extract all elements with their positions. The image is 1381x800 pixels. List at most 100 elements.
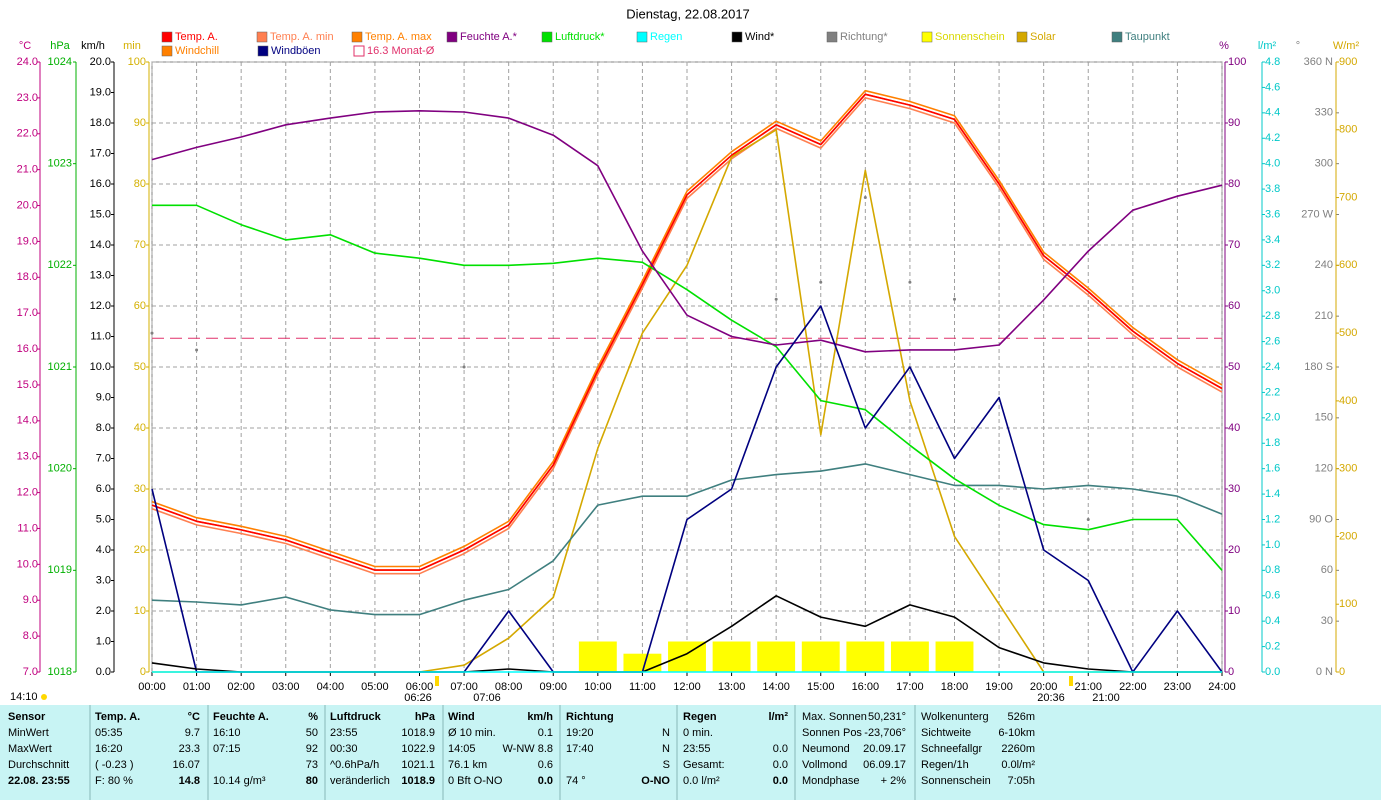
y-tick-label: 20.0 [17, 199, 38, 211]
y-tick-label: 40 [1228, 422, 1240, 434]
legend-label: Richtung* [840, 31, 888, 43]
y-tick-label: 80 [134, 178, 146, 190]
cell-value: S [663, 759, 670, 771]
sun-annotation: 20:36 [1037, 692, 1065, 704]
x-tick-label: 02:00 [227, 681, 255, 693]
y-tick-label: 15.0 [17, 379, 38, 391]
cell-value: 1018.9 [401, 727, 435, 739]
cell-label: 14:05 [448, 743, 476, 755]
y-tick-label: 2.2 [1265, 386, 1280, 398]
y-tick-label: 0 [1228, 666, 1234, 678]
axis-title: % [1219, 40, 1229, 52]
axis-title: W/m² [1333, 40, 1360, 52]
y-tick-label: 18.0 [90, 117, 111, 129]
legend-label: Windböen [271, 45, 321, 57]
cell-label: F: 80 % [95, 775, 133, 787]
y-tick-label: 20 [134, 544, 146, 556]
cell-value: 0.0 [773, 759, 788, 771]
time-label: 14:10 [10, 691, 38, 703]
extra-label: Regen/1h [921, 759, 969, 771]
x-tick-label: 13:00 [718, 681, 746, 693]
cell-value: 0.0 [773, 775, 788, 787]
y-tick-label: 3.8 [1265, 183, 1280, 195]
legend-label: Temp. A. min [270, 31, 334, 43]
y-tick-label: 50 [1228, 361, 1240, 373]
y-tick-label: 70 [1228, 239, 1240, 251]
y-tick-label: 20.0 [90, 56, 111, 68]
x-tick-label: 19:00 [985, 681, 1013, 693]
x-tick-label: 18:00 [941, 681, 969, 693]
y-tick-label: 150 [1315, 412, 1333, 424]
extra-value: 526m [1007, 711, 1035, 723]
legend-label: Wind* [745, 31, 775, 43]
y-tick-label: 17.0 [17, 307, 38, 319]
series-line [151, 97, 1223, 575]
direction-dot [819, 280, 823, 284]
y-tick-label: 4.0 [96, 544, 111, 556]
summary-panel [0, 705, 1381, 800]
y-tick-label: 40 [134, 422, 146, 434]
legend-label: Windchill [175, 45, 219, 57]
legend-swatch [446, 31, 458, 43]
cell-label: 07:15 [213, 743, 241, 755]
legend-swatch [1016, 31, 1028, 43]
direction-dot [908, 280, 912, 284]
legend-label: Temp. A. max [365, 31, 432, 43]
astro-label: Neumond [802, 743, 850, 755]
cell-value: 1021.1 [401, 759, 435, 771]
y-tick-label: 0.8 [1265, 564, 1280, 576]
y-tick-label: 20 [1228, 544, 1240, 556]
x-tick-label: 07:00 [450, 681, 478, 693]
y-tick-label: 30 [1321, 615, 1333, 627]
y-tick-label: 100 [128, 56, 146, 68]
y-tick-label: 12.0 [90, 300, 111, 312]
sun-marker [1069, 676, 1073, 686]
y-tick-label: 2.8 [1265, 310, 1280, 322]
y-tick-label: 15.0 [90, 208, 111, 220]
y-tick-label: 300 [1315, 158, 1333, 170]
y-tick-label: 60 [1321, 564, 1333, 576]
y-tick-label: 10 [134, 605, 146, 617]
cell-label: 0 min. [683, 727, 713, 739]
y-tick-label: 2.0 [1265, 412, 1280, 424]
x-tick-label: 08:00 [495, 681, 523, 693]
y-tick-label: 4.8 [1265, 56, 1280, 68]
row-label: Durchschnitt [8, 759, 69, 771]
column-title: Richtung [566, 711, 614, 723]
cell-label: veränderlich [330, 775, 390, 787]
series-line [151, 110, 1223, 353]
y-tick-label: 600 [1339, 259, 1357, 271]
cell-label: ^0.6hPa/h [330, 759, 379, 771]
y-tick-label: 13.0 [17, 451, 38, 463]
legend-label: 16.3 Monat-Ø [367, 45, 435, 57]
y-tick-label: 11.0 [17, 522, 38, 534]
y-tick-label: 4.6 [1265, 81, 1280, 93]
x-tick-label: 15:00 [807, 681, 835, 693]
cell-value: 23.3 [179, 743, 200, 755]
sun-annotation: 21:00 [1092, 692, 1120, 704]
cell-value: 16.07 [172, 759, 200, 771]
y-tick-label: 1.4 [1265, 488, 1280, 500]
sunshine-bar [578, 641, 617, 672]
y-tick-label: 90 [134, 117, 146, 129]
cell-label: Ø 10 min. [448, 727, 496, 739]
column-title: Luftdruck [330, 711, 382, 723]
y-tick-label: 11.0 [90, 330, 111, 342]
axis-title: l/m² [1258, 40, 1277, 52]
x-tick-label: 00:00 [138, 681, 166, 693]
y-tick-label: 21.0 [17, 164, 38, 176]
cell-label: 74 ° [566, 775, 586, 787]
y-tick-label: 30 [134, 483, 146, 495]
sun-icon [41, 694, 47, 700]
y-tick-label: 16.0 [90, 178, 111, 190]
cell-value: 92 [306, 743, 318, 755]
row-label: Sensor [8, 711, 46, 723]
y-tick-label: 120 [1315, 463, 1333, 475]
y-tick-label: 5.0 [96, 513, 111, 525]
x-tick-label: 09:00 [539, 681, 567, 693]
extra-label: Sichtweite [921, 727, 971, 739]
series-line [151, 463, 1223, 616]
y-tick-label: 6.0 [96, 483, 111, 495]
y-tick-label: 360 N [1304, 56, 1333, 68]
